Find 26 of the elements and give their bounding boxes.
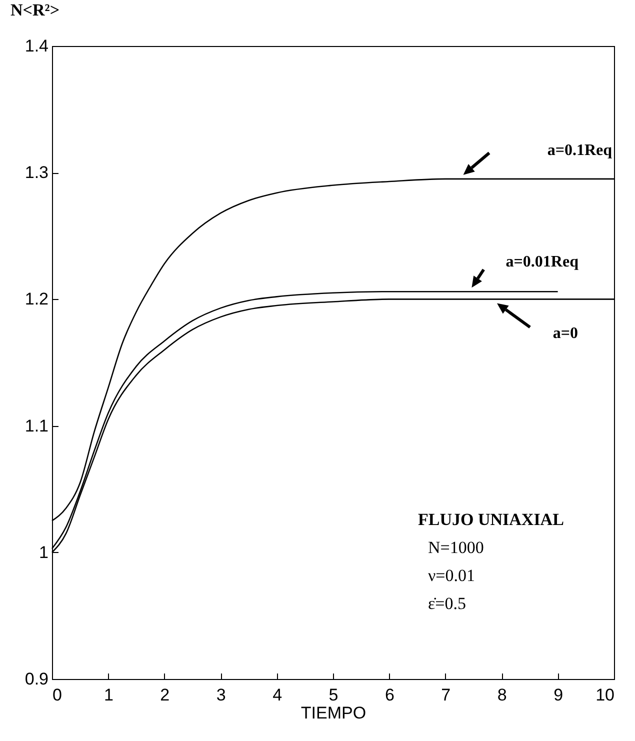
annotation: ε̇=0.5 [428, 594, 466, 613]
y-tick-label: 1.1 [24, 416, 48, 436]
annotation: N=1000 [428, 538, 484, 557]
x-tick-label: 9 [554, 686, 564, 704]
y-axis-title: N<R²> [10, 0, 60, 20]
y-tick-label: 1.3 [24, 163, 48, 182]
annotation: FLUJO UNIAXIAL [418, 510, 564, 529]
x-tick-label: 2 [160, 686, 170, 704]
x-tick-label: 5 [328, 686, 338, 704]
y-tick-label: 0.9 [24, 670, 48, 688]
x-tick-label: 4 [272, 686, 282, 704]
x-tick-label: 7 [441, 686, 451, 704]
y-tick-label: 1.2 [24, 290, 48, 309]
x-tick-label: 0 [52, 686, 62, 704]
x-tick-label: 3 [216, 686, 226, 704]
x-tick-label: 10 [596, 686, 614, 704]
annotation: ν=0.01 [428, 566, 476, 585]
x-axis-title: TIEMPO [300, 704, 366, 722]
series-label: a=0 [552, 325, 578, 342]
series-label: a=0.01Req [506, 254, 579, 271]
y-tick-label: 1 [39, 542, 48, 562]
x-tick-label: 8 [497, 686, 507, 704]
series-label: a=0.1Req [547, 142, 612, 159]
x-tick-label: 6 [384, 686, 394, 704]
x-tick-label: 1 [104, 686, 114, 704]
y-tick-label: 1.4 [24, 36, 48, 56]
